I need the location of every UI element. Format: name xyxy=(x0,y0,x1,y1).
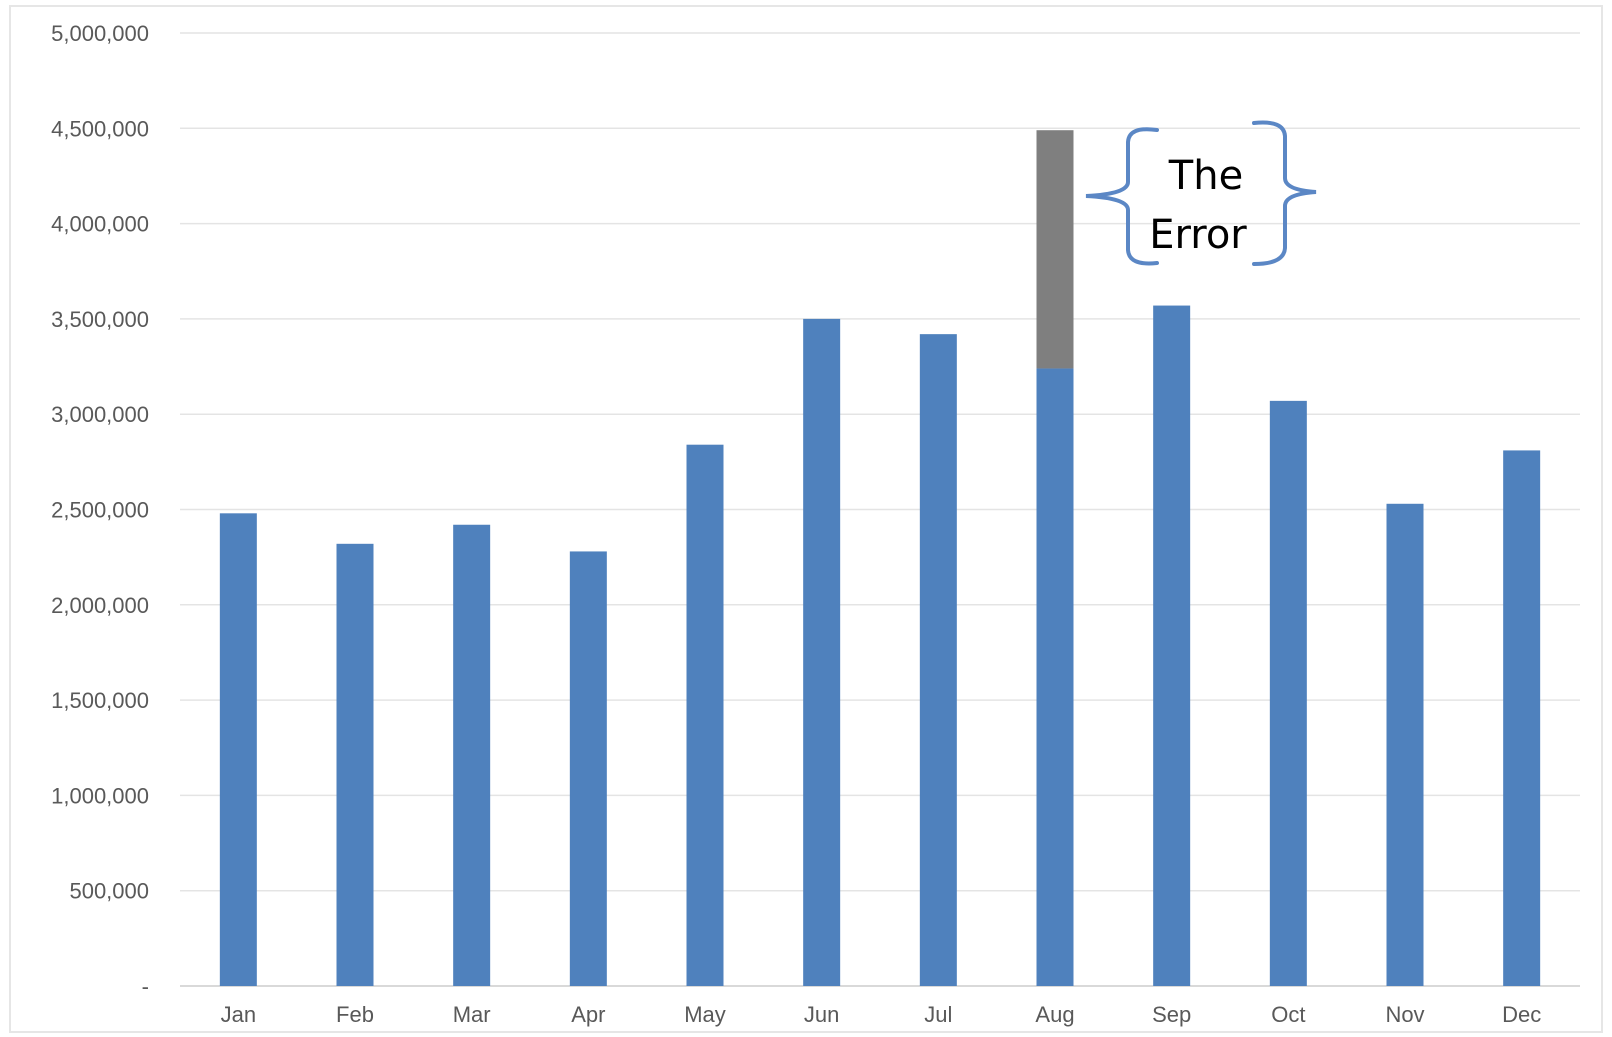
right-brace xyxy=(1252,120,1317,266)
bar-may xyxy=(686,444,724,986)
x-tick-label: Oct xyxy=(1271,1002,1305,1027)
y-tick-label: 3,000,000 xyxy=(51,402,149,427)
y-tick-label: 2,500,000 xyxy=(51,498,149,523)
bar-dec xyxy=(1503,450,1541,986)
y-tick-label: 4,500,000 xyxy=(51,116,149,141)
bar-apr xyxy=(569,551,607,986)
bar-oct xyxy=(1269,400,1307,986)
bar-aug xyxy=(1036,368,1074,986)
x-tick-label: Jan xyxy=(221,1002,256,1027)
error-annotation: The Error xyxy=(1085,120,1317,266)
x-tick-label: Jun xyxy=(804,1002,839,1027)
bar-jan xyxy=(219,513,257,986)
bars xyxy=(219,130,1541,987)
bar-nov xyxy=(1386,503,1424,986)
y-tick-label: 2,000,000 xyxy=(51,593,149,618)
x-tick-label: Sep xyxy=(1152,1002,1191,1027)
y-axis-ticks: - 500,000 1,000,000 1,500,000 2,000,000 2,500… xyxy=(51,21,149,999)
bar-feb xyxy=(336,543,374,986)
x-tick-label: May xyxy=(684,1002,726,1027)
bar-mar xyxy=(453,524,491,986)
x-tick-label: Dec xyxy=(1502,1002,1541,1027)
y-tick-label: 1,000,000 xyxy=(51,783,149,808)
x-tick-label: Mar xyxy=(453,1002,491,1027)
bar-jun xyxy=(803,318,841,986)
annotation-line-2: Error xyxy=(1149,212,1247,258)
x-tick-label: Jul xyxy=(924,1002,952,1027)
bar-jul xyxy=(919,334,957,986)
y-tick-label: 1,500,000 xyxy=(51,688,149,713)
x-axis-ticks: Jan Feb Mar Apr May Jun Jul Aug Sep Oct Nov Dec xyxy=(221,1002,1542,1027)
y-tick-label: - xyxy=(142,974,149,999)
bar-sep xyxy=(1153,305,1191,987)
x-tick-label: Apr xyxy=(571,1002,605,1027)
y-tick-label: 3,500,000 xyxy=(51,307,149,332)
y-tick-label: 4,000,000 xyxy=(51,212,149,237)
annotation-line-1: The xyxy=(1168,153,1243,199)
y-tick-label: 5,000,000 xyxy=(51,21,149,46)
x-tick-label: Aug xyxy=(1035,1002,1074,1027)
x-tick-label: Feb xyxy=(336,1002,374,1027)
left-brace xyxy=(1085,127,1159,266)
error-bar-aug xyxy=(1036,130,1074,369)
x-tick-label: Nov xyxy=(1385,1002,1424,1027)
gridlines xyxy=(180,32,1580,987)
y-tick-label: 500,000 xyxy=(69,879,149,904)
